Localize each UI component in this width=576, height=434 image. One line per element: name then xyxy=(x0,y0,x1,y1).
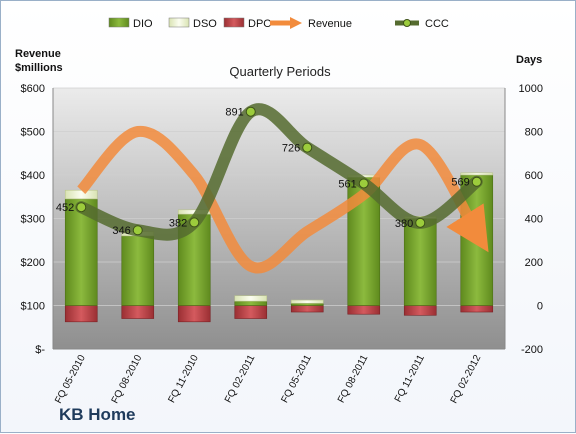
legend-swatch-dso xyxy=(168,17,190,28)
right-tick-label: 600 xyxy=(525,170,543,182)
ccc-data-label: 452 xyxy=(56,202,74,214)
ccc-point xyxy=(189,217,200,228)
bar-dpo xyxy=(64,305,98,323)
legend: DIO DSO DPO Revenue CCC xyxy=(108,17,449,30)
chart-title: Quarterly Periods xyxy=(229,64,331,79)
bar-dpo xyxy=(347,305,381,315)
bar-dso xyxy=(64,189,98,200)
left-tick-label: $500 xyxy=(21,127,45,139)
ccc-point xyxy=(358,178,369,189)
line-series: 452 346 382 891 726 561 380 569 xyxy=(56,103,489,274)
ccc-point xyxy=(132,225,143,236)
revenue-line xyxy=(77,125,489,274)
ccc-point xyxy=(302,142,313,153)
legend-arrow-icon xyxy=(290,17,302,29)
x-tick-label: FQ 08-2011 xyxy=(336,353,371,405)
ccc-point xyxy=(76,202,87,213)
ccc-data-label: 382 xyxy=(169,217,187,229)
x-tick-label: FQ 05-2010 xyxy=(53,353,88,406)
bar-dpo xyxy=(234,305,268,319)
legend-swatch-dpo xyxy=(223,17,245,28)
bar-dio xyxy=(121,235,155,306)
legend-label: DSO xyxy=(193,18,217,30)
company-name: KB Home xyxy=(59,405,136,424)
left-tick-label: $200 xyxy=(21,257,45,269)
left-tick-label: $- xyxy=(35,344,45,356)
ccc-point xyxy=(471,176,482,187)
x-tick-label: FQ 08-2010 xyxy=(110,353,145,406)
left-tick-label: $600 xyxy=(21,83,45,95)
bar-dpo xyxy=(290,305,324,313)
bar-dio xyxy=(290,303,324,306)
legend-label: DPO xyxy=(248,18,272,30)
ccc-point xyxy=(415,217,426,228)
bar-dso xyxy=(460,172,494,176)
legend-label: CCC xyxy=(425,18,449,30)
ccc-data-label: 569 xyxy=(451,177,469,189)
bar-dpo xyxy=(460,305,494,313)
bar-dpo xyxy=(403,305,437,316)
left-tick-label: $300 xyxy=(21,214,45,226)
right-tick-label: 800 xyxy=(525,127,543,139)
bar-dio xyxy=(234,300,268,306)
ccc-data-label: 891 xyxy=(225,107,243,119)
bar-dso xyxy=(234,295,268,302)
legend-marker-ccc xyxy=(403,19,411,27)
ccc-data-label: 561 xyxy=(338,178,356,190)
bar-series xyxy=(64,172,494,323)
x-tick-label: FQ 02-2011 xyxy=(223,353,258,405)
bar-dpo xyxy=(121,305,155,319)
x-tick-label: FQ 11-2010 xyxy=(166,353,201,405)
right-tick-label: 1000 xyxy=(519,83,543,95)
right-tick-label: 200 xyxy=(525,257,543,269)
bar-dso xyxy=(290,299,324,304)
x-tick-label: FQ 02-2012 xyxy=(449,353,484,406)
left-axis-label-line1: Revenue xyxy=(15,48,61,60)
bar-dio xyxy=(403,218,437,306)
right-tick-label: 400 xyxy=(525,214,543,226)
legend-label: Revenue xyxy=(308,18,352,30)
left-axis-label-line2: $millions xyxy=(15,62,63,74)
right-axis-label: Days xyxy=(516,54,542,66)
ccc-line xyxy=(75,103,483,241)
ccc-data-label: 726 xyxy=(282,143,300,155)
left-tick-label: $100 xyxy=(21,301,45,313)
ccc-point xyxy=(245,106,256,117)
ccc-data-label: 346 xyxy=(112,225,130,237)
ccc-data-label: 380 xyxy=(395,218,413,230)
bar-dpo xyxy=(177,305,211,323)
right-tick-label: -200 xyxy=(521,344,543,356)
x-tick-label: FQ 11-2011 xyxy=(393,353,427,404)
left-tick-label: $400 xyxy=(21,170,45,182)
legend-label: DIO xyxy=(133,18,153,30)
right-tick-label: 0 xyxy=(537,301,543,313)
x-tick-label: FQ 05-2011 xyxy=(279,353,314,405)
legend-swatch-dio xyxy=(108,17,130,28)
